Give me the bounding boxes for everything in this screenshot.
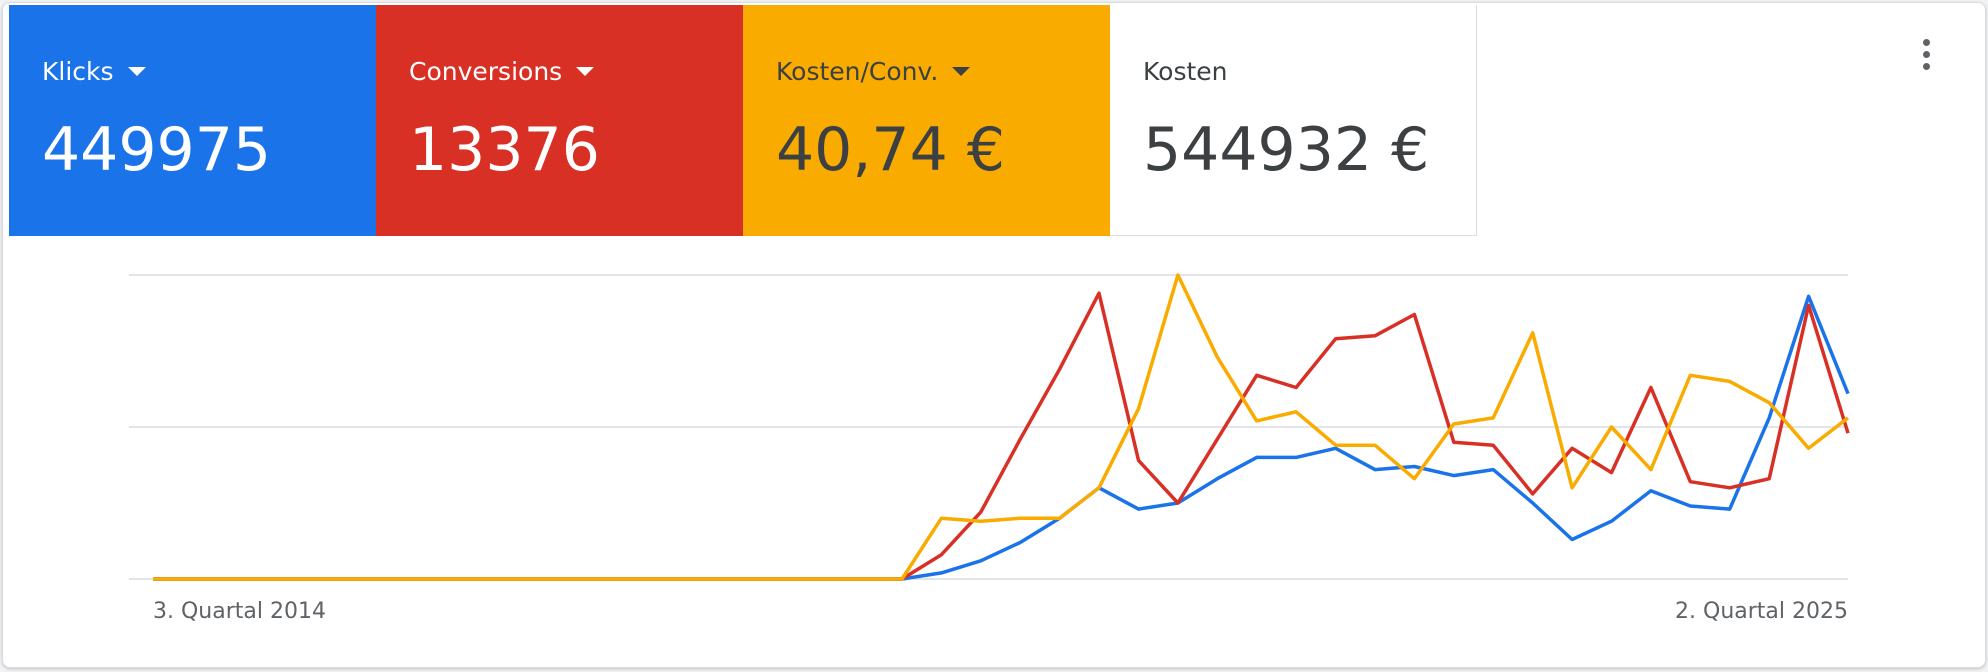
series-line bbox=[153, 273, 1850, 581]
x-tick-label: 2. Quartal 2025 bbox=[1675, 599, 1848, 624]
scorecard[interactable]: Kosten/Conv. 40,74 € bbox=[743, 5, 1110, 236]
scorecard-value: 449975 bbox=[42, 115, 272, 185]
label-text: Kosten/Conv. bbox=[776, 57, 939, 86]
scorecards: Klicks 449975 Conversions 13376 Kosten/Conv.… bbox=[9, 5, 1477, 236]
scorecard-value: 40,74 € bbox=[776, 115, 1006, 185]
scorecard-value: 13376 bbox=[409, 115, 600, 185]
dropdown-arrow[interactable] bbox=[952, 67, 971, 76]
label-text: Conversions bbox=[409, 57, 563, 86]
x-tick-label: 3. Quartal 2014 bbox=[153, 599, 326, 624]
series-line bbox=[153, 291, 1850, 581]
scorecard[interactable]: Kosten 544932 € bbox=[1110, 5, 1477, 236]
chart: 3. Quartal 2014 2. Quartal 2025 bbox=[129, 273, 1850, 624]
scorecard-value: 544932 € bbox=[1143, 115, 1430, 185]
dropdown-arrow[interactable] bbox=[127, 67, 146, 76]
scorecard-label: Klicks bbox=[42, 57, 146, 86]
dropdown-arrow[interactable] bbox=[576, 67, 595, 76]
scorecard-label: Conversions bbox=[409, 57, 595, 86]
scorecard-label: Kosten/Conv. bbox=[776, 57, 971, 86]
scorecard[interactable]: Klicks 449975 bbox=[9, 5, 376, 236]
series-line bbox=[153, 294, 1850, 581]
label-text: Kosten bbox=[1143, 57, 1228, 86]
label-text: Klicks bbox=[42, 57, 114, 86]
more-menu[interactable] bbox=[1921, 39, 1933, 75]
scorecard[interactable]: Conversions 13376 bbox=[376, 5, 743, 236]
scorecard-label: Kosten bbox=[1143, 57, 1228, 86]
